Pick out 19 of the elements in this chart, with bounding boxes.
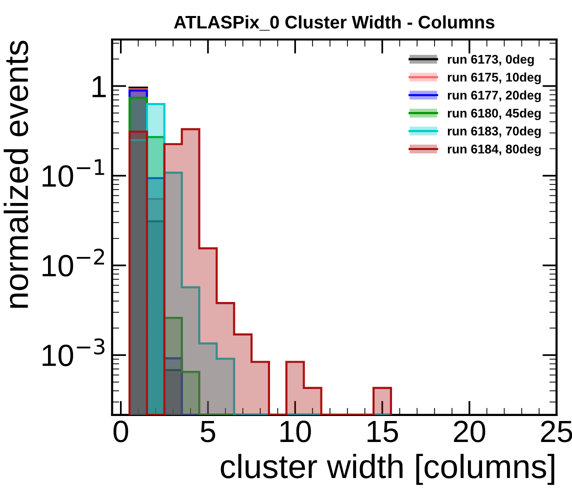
y-tick-label: 10$^{−1}$ <box>42 159 104 187</box>
x-tick-label: 15 <box>368 420 398 442</box>
legend-label: run 6183, 70deg <box>448 126 541 138</box>
y-tick-label: 10$^{−3}$ <box>42 338 104 366</box>
legend-label: run 6180, 45deg <box>448 108 541 120</box>
x-tick-label: 25 <box>541 420 572 442</box>
x-axis-title: cluster width [columns] <box>220 454 554 485</box>
legend-label: run 6177, 20deg <box>448 90 541 102</box>
x-tick-label: 5 <box>200 420 216 442</box>
y-tick-label: 1 <box>92 76 106 98</box>
x-tick-label: 20 <box>454 420 486 442</box>
chart-title: ATLASPix_0 Cluster Width - Columns <box>174 15 494 31</box>
x-tick-label: 10 <box>280 420 311 442</box>
legend-label: run 6184, 80deg <box>448 144 541 156</box>
legend-label: run 6175, 10deg <box>448 72 541 84</box>
legend-label: run 6173, 0deg <box>448 54 534 66</box>
y-tick-label: 10$^{−2}$ <box>42 248 104 277</box>
y-axis-title: normalized events <box>4 40 28 308</box>
x-tick-label: 0 <box>114 420 128 442</box>
